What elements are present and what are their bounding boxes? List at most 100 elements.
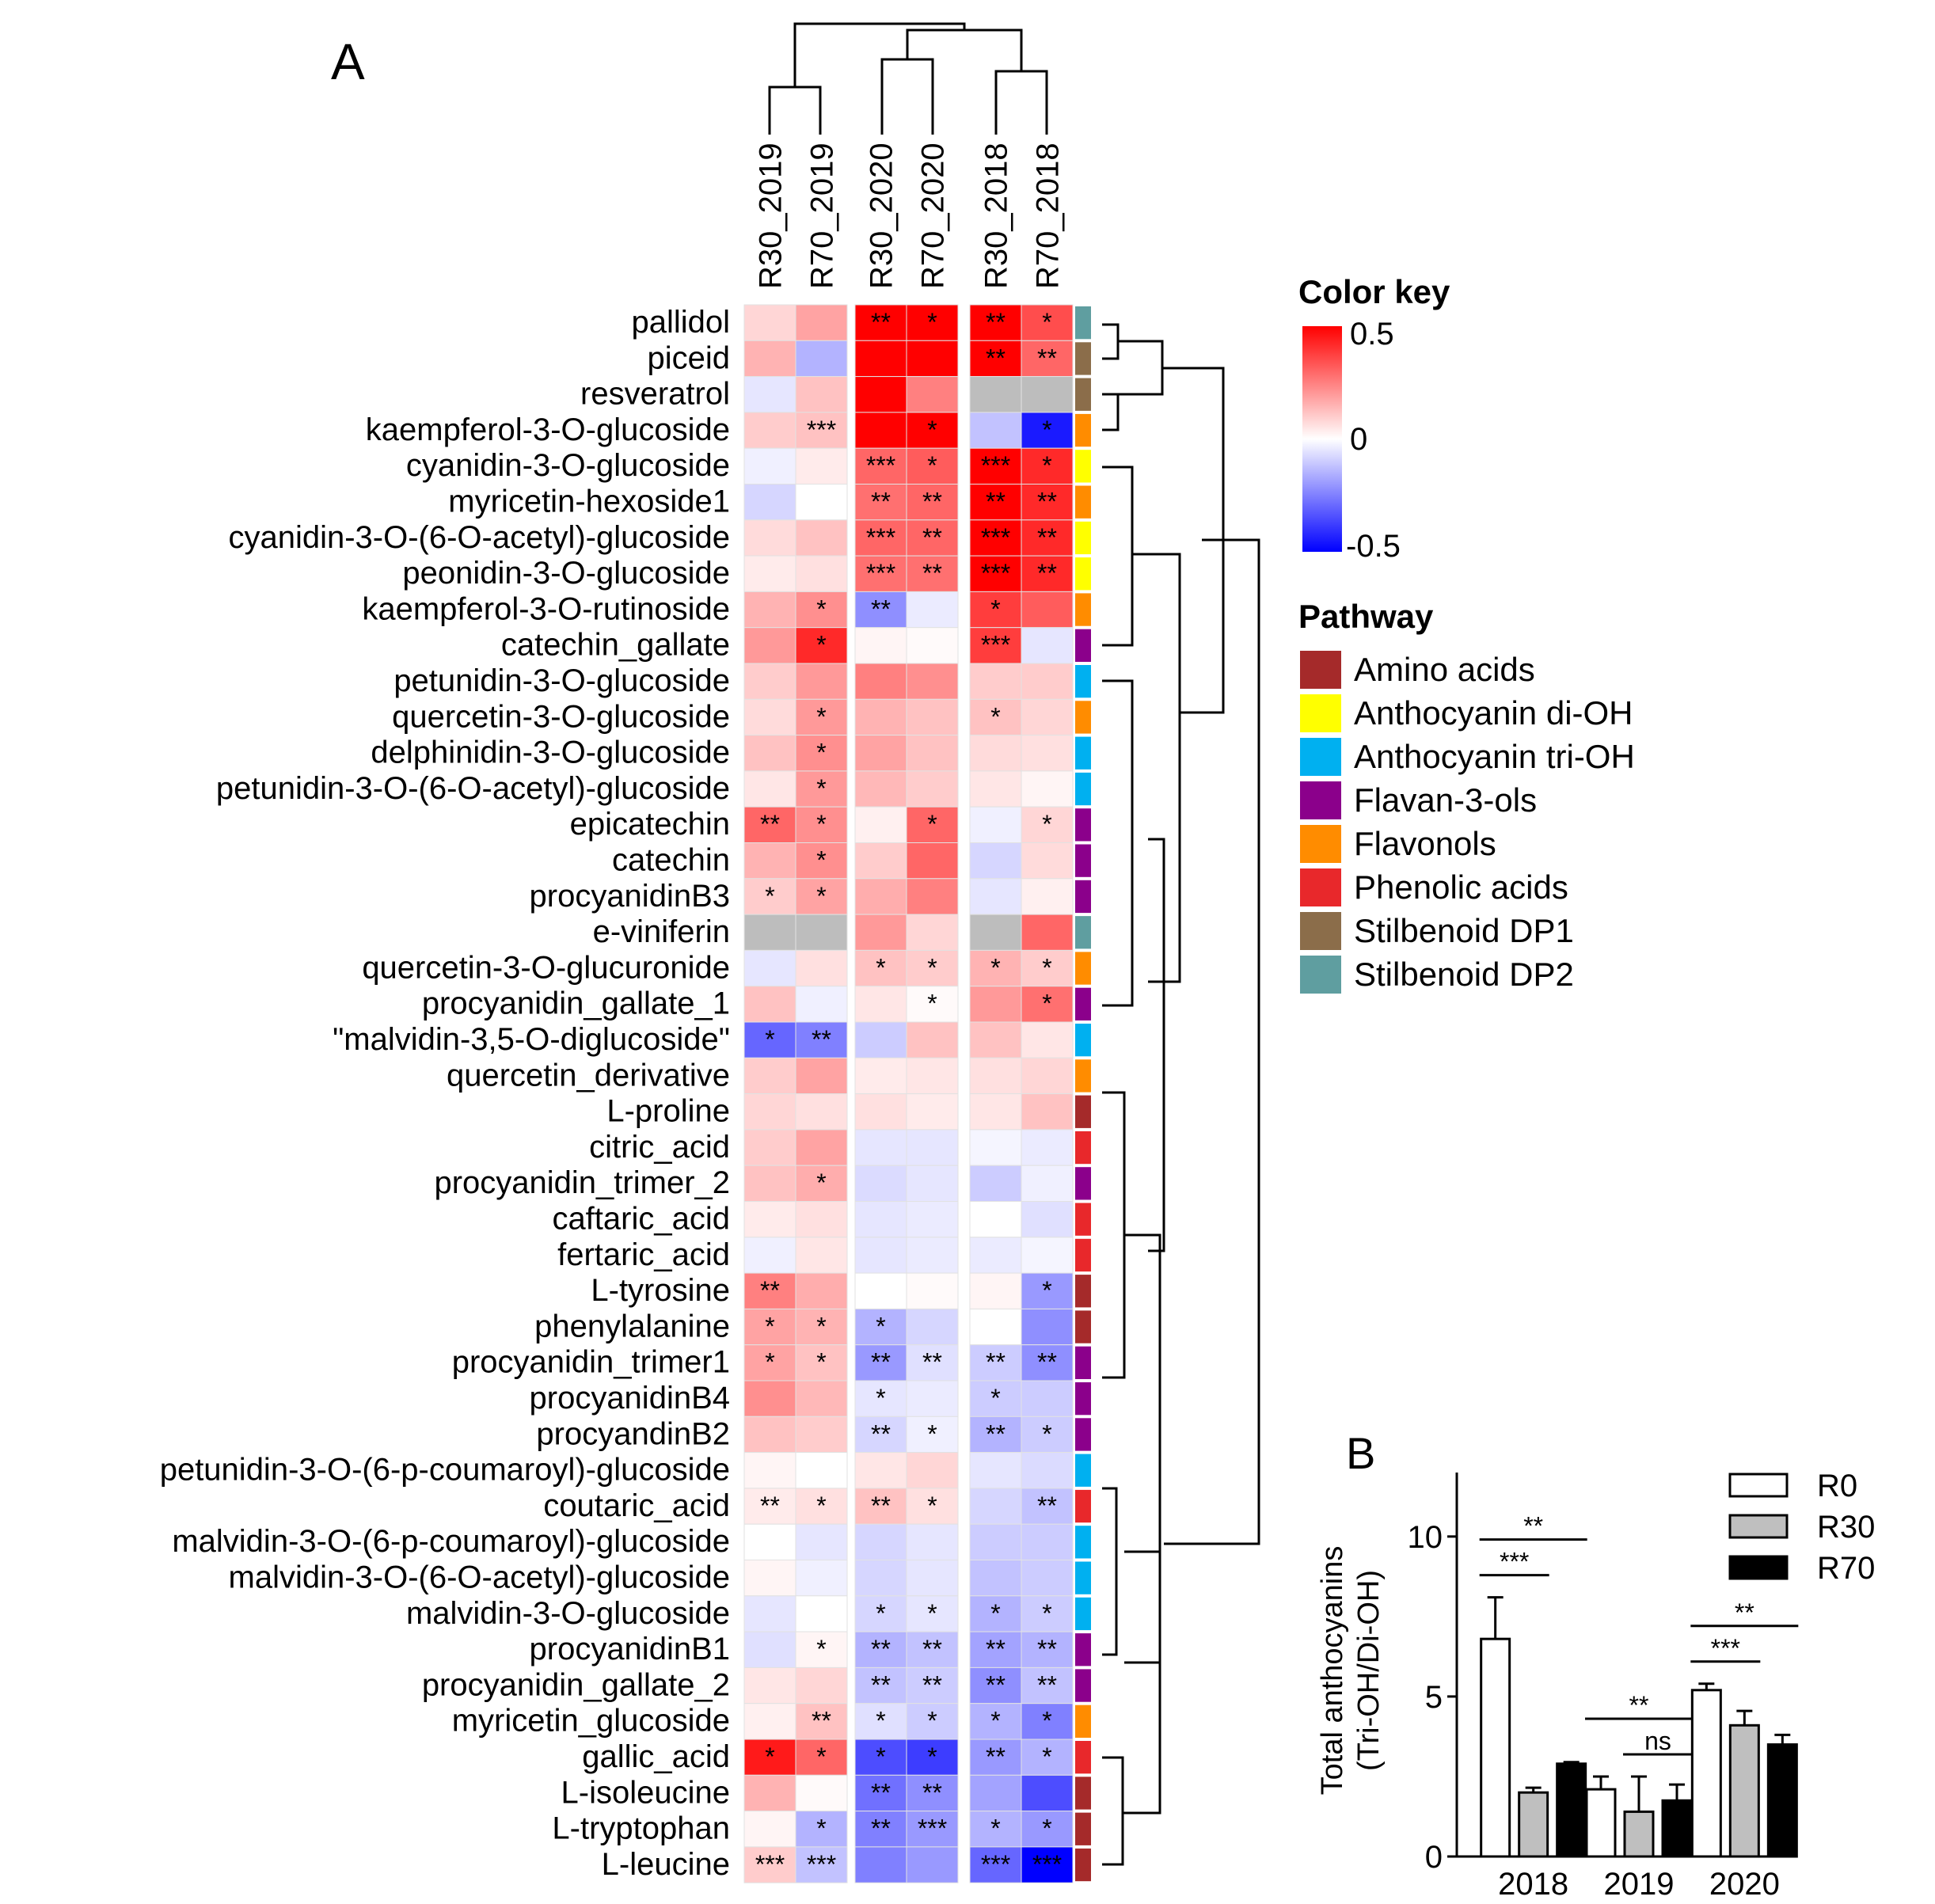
heatmap-cell bbox=[969, 878, 1022, 915]
pathway-swatch bbox=[1075, 808, 1091, 842]
heatmap-cell bbox=[969, 1811, 1022, 1848]
significance-mark: ** bbox=[986, 1419, 1006, 1448]
row-label: cyanidin-3-O-glucoside bbox=[406, 448, 730, 483]
pathway-swatch bbox=[1075, 450, 1091, 483]
heatmap-cell bbox=[795, 447, 848, 485]
heatmap-cell bbox=[854, 842, 907, 880]
pathway-swatch bbox=[1075, 629, 1091, 662]
significance-mark: * bbox=[1042, 990, 1051, 1018]
significance-mark: * bbox=[1042, 810, 1051, 838]
significance-mark: * bbox=[1042, 1742, 1051, 1771]
x-tick-label: 2019 bbox=[1604, 1867, 1675, 1902]
pathway-swatch bbox=[1075, 378, 1091, 411]
heatmap-cell bbox=[969, 770, 1022, 808]
heatmap-cell bbox=[906, 519, 959, 557]
significance-mark: * bbox=[927, 1742, 937, 1771]
heatmap-cell bbox=[743, 986, 796, 1023]
heatmap-cell bbox=[854, 340, 907, 378]
significance-mark: *** bbox=[866, 451, 895, 480]
heatmap-cell bbox=[854, 878, 907, 915]
heatmap-cell bbox=[1021, 591, 1074, 629]
pathway-legend-label: Phenolic acids bbox=[1354, 868, 1568, 906]
heatmap-cell bbox=[795, 1666, 848, 1704]
heatmap-cell bbox=[743, 735, 796, 772]
column-dendrogram bbox=[768, 22, 1048, 135]
pathway-legend-title: Pathway bbox=[1298, 598, 1434, 635]
pathway-swatch bbox=[1075, 1526, 1091, 1559]
significance-label: *** bbox=[1711, 1634, 1740, 1663]
y-axis-label-line1: Total anthocyanins bbox=[1316, 1546, 1349, 1796]
heatmap-cell bbox=[743, 842, 796, 880]
heatmap-cell bbox=[906, 1774, 959, 1812]
heatmap-cell bbox=[1021, 1739, 1074, 1776]
pathway-swatch bbox=[1075, 593, 1091, 626]
row-label: L-proline bbox=[606, 1094, 730, 1129]
heatmap-cell bbox=[1021, 484, 1074, 521]
heatmap-cell bbox=[969, 1595, 1022, 1632]
heatmap-cell bbox=[743, 304, 796, 341]
heatmap-cell bbox=[1021, 1666, 1074, 1704]
pathway-swatch bbox=[1075, 701, 1091, 734]
bar bbox=[1480, 1637, 1511, 1858]
heatmap-cell bbox=[854, 1631, 907, 1668]
heatmap-cell bbox=[906, 735, 959, 772]
bar-legend-swatch bbox=[1728, 1473, 1789, 1498]
significance-mark: * bbox=[816, 882, 826, 910]
heatmap-cell bbox=[795, 1488, 848, 1525]
heatmap-cell bbox=[854, 1595, 907, 1632]
heatmap-cell bbox=[743, 1811, 796, 1848]
heatmap-cell bbox=[743, 412, 796, 449]
error-bar bbox=[1669, 1783, 1685, 1801]
heatmap-cell bbox=[1021, 1452, 1074, 1489]
significance-mark: * bbox=[927, 451, 937, 480]
pathway-legend-swatch bbox=[1300, 738, 1341, 776]
row-label: myricetin-hexoside1 bbox=[448, 485, 730, 519]
heatmap-cell bbox=[969, 484, 1022, 521]
heatmap-cell bbox=[795, 1560, 848, 1597]
row-label: L-leucine bbox=[602, 1847, 730, 1882]
pathway-swatch bbox=[1075, 1310, 1091, 1343]
row-label: resveratrol bbox=[580, 377, 730, 412]
pathway-legend-label: Stilbenoid DP1 bbox=[1354, 912, 1574, 949]
significance-label: ** bbox=[1735, 1598, 1754, 1627]
pathway-legend-label: Stilbenoid DP2 bbox=[1354, 956, 1574, 993]
heatmap-cell bbox=[854, 1666, 907, 1704]
heatmap-cell bbox=[854, 1129, 907, 1166]
heatmap-cell bbox=[795, 914, 848, 951]
row-label: procyanidinB4 bbox=[530, 1381, 731, 1416]
heatmap-cell bbox=[854, 1057, 907, 1095]
significance-mark: * bbox=[1042, 1599, 1051, 1628]
error-bar bbox=[1631, 1775, 1647, 1812]
heatmap-cell bbox=[906, 1452, 959, 1489]
heatmap-cell bbox=[854, 1846, 907, 1883]
heatmap-cell bbox=[969, 1703, 1022, 1740]
heatmap-cell bbox=[795, 1846, 848, 1883]
heatmap-cell bbox=[743, 1344, 796, 1381]
significance-mark: ** bbox=[871, 1670, 891, 1699]
significance-mark: ** bbox=[871, 1815, 891, 1843]
significance-mark: ** bbox=[812, 1707, 831, 1735]
pathway-swatch bbox=[1075, 772, 1091, 806]
heatmap-cell bbox=[795, 1308, 848, 1346]
pathway-legend-label: Amino acids bbox=[1354, 651, 1535, 688]
heatmap-cell bbox=[969, 304, 1022, 341]
heatmap-cell bbox=[854, 591, 907, 629]
error-bar bbox=[1563, 1761, 1580, 1764]
significance-mark: * bbox=[816, 631, 826, 659]
heatmap-cell bbox=[1021, 1344, 1074, 1381]
error-bar bbox=[1736, 1709, 1753, 1726]
heatmap-cell bbox=[743, 1201, 796, 1238]
heatmap-cell bbox=[795, 986, 848, 1023]
heatmap-cell bbox=[743, 376, 796, 413]
pathway-swatch bbox=[1075, 1741, 1091, 1774]
heatmap-cell bbox=[906, 1344, 959, 1381]
heatmap-cell bbox=[906, 986, 959, 1023]
pathway-legend-swatch bbox=[1300, 651, 1341, 689]
heatmap-cell bbox=[1021, 555, 1074, 592]
heatmap-cell bbox=[1021, 1846, 1074, 1883]
significance-mark: ** bbox=[922, 488, 942, 516]
heatmap-cell bbox=[906, 770, 959, 808]
row-label: e-viniferin bbox=[593, 914, 730, 949]
heatmap-cell bbox=[1021, 1093, 1074, 1131]
pathway-swatch bbox=[1075, 880, 1091, 914]
